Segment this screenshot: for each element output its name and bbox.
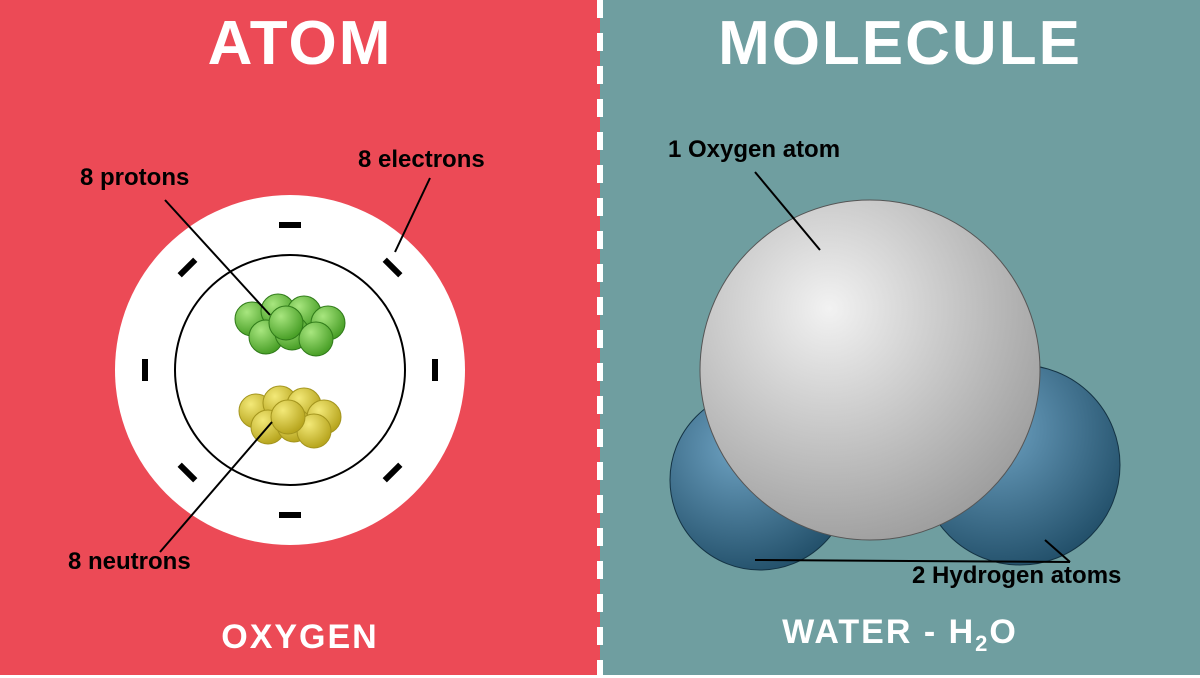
electrons-label: 8 electrons [358, 146, 485, 174]
protons-label: 8 protons [80, 164, 189, 192]
subtitle-prefix: WATER - H [782, 613, 975, 651]
subtitle-sub: 2 [975, 631, 989, 656]
oxygen-atom-label: 1 Oxygen atom [668, 136, 840, 164]
molecule-panel: MOLECULE 1 Oxygen atom 2 Hydrogen atoms … [600, 0, 1200, 675]
hydrogen-atoms-label: 2 Hydrogen atoms [912, 562, 1121, 590]
panel-divider [595, 0, 605, 675]
atom-panel: ATOM 8 protons 8 electrons 8 neutrons OX… [0, 0, 600, 675]
molecule-subtitle: WATER - H2O [600, 613, 1200, 657]
neutrons-label: 8 neutrons [68, 548, 191, 576]
subtitle-suffix: O [989, 613, 1017, 651]
atom-subtitle: OXYGEN [0, 618, 600, 657]
